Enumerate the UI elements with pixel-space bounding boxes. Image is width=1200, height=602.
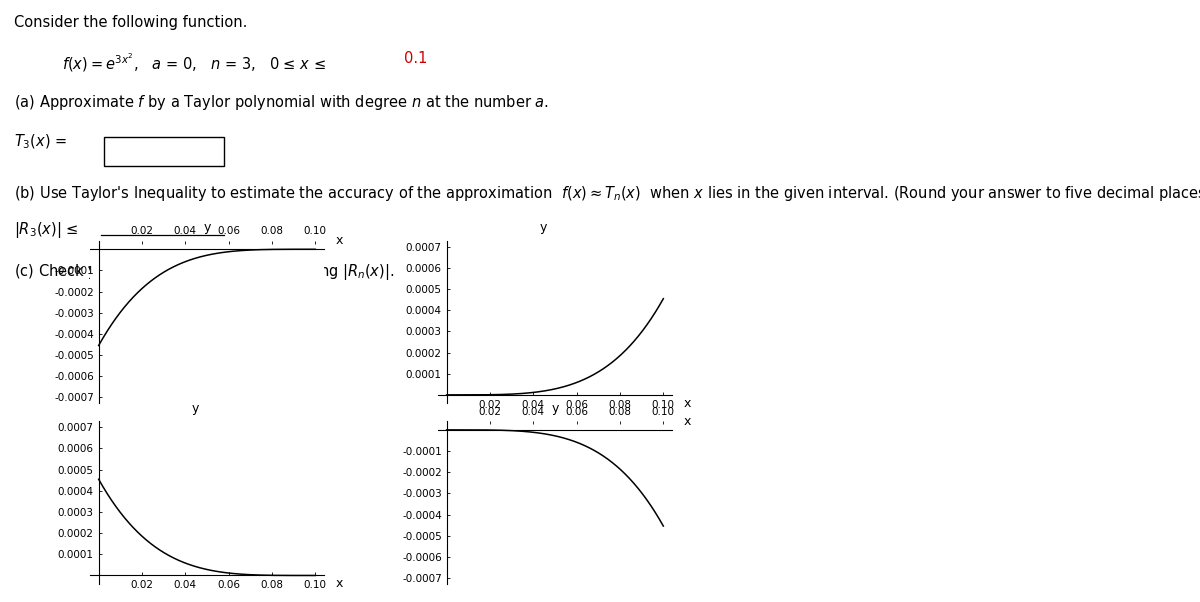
Text: $f(x) = e^{3x^2}$,   $a$ = 0,   $n$ = 3,   0 ≤ $x$ ≤: $f(x) = e^{3x^2}$, $a$ = 0, $n$ = 3, 0 ≤… <box>62 51 328 74</box>
Text: x: x <box>336 234 343 247</box>
Text: x: x <box>336 577 343 591</box>
Text: 0.1: 0.1 <box>404 51 427 66</box>
Text: x: x <box>684 397 691 410</box>
Text: x: x <box>684 415 691 428</box>
Text: Consider the following function.: Consider the following function. <box>14 15 247 30</box>
Text: (c) Check your result in part (b) by graphing $|R_n(x)|$.: (c) Check your result in part (b) by gra… <box>14 262 395 282</box>
Text: $T_3(x)$ =: $T_3(x)$ = <box>14 132 67 151</box>
Text: (b) Use Taylor's Inequality to estimate the accuracy of the approximation  $f(x): (b) Use Taylor's Inequality to estimate … <box>14 184 1200 203</box>
Text: (a) Approximate $f$ by a Taylor polynomial with degree $n$ at the number $a$.: (a) Approximate $f$ by a Taylor polynomi… <box>14 93 550 113</box>
Text: y: y <box>551 402 559 415</box>
Text: y: y <box>192 402 199 415</box>
Text: y: y <box>203 222 211 234</box>
Text: $|R_3(x)|$ ≤: $|R_3(x)|$ ≤ <box>14 220 79 240</box>
FancyBboxPatch shape <box>104 137 224 166</box>
Text: y: y <box>540 222 547 234</box>
